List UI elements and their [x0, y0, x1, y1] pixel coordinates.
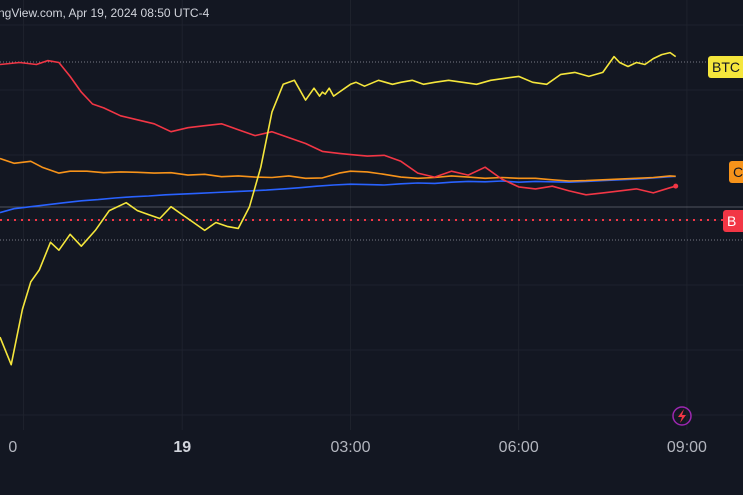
- x-tick-label: 06:00: [499, 439, 539, 456]
- x-tick-label: 09:00: [667, 439, 707, 456]
- tag-label: B: [727, 213, 736, 229]
- series-line-c: [0, 157, 676, 182]
- price-tags: BTC C B: [708, 56, 743, 232]
- x-tick-label: 03:00: [330, 439, 370, 456]
- lightning-icon[interactable]: [672, 406, 692, 426]
- tag-label: BTC: [712, 59, 740, 75]
- series-line-btc: [0, 51, 677, 366]
- series-line-blue: [0, 175, 676, 214]
- price-tag-b[interactable]: B: [723, 210, 743, 232]
- series-line-b: [0, 59, 676, 196]
- price-tag-c[interactable]: C: [729, 161, 743, 183]
- price-tag-btc[interactable]: BTC: [708, 56, 743, 78]
- tag-box: [723, 210, 743, 232]
- chart-watermark: ngView.com, Apr 19, 2024 08:50 UTC-4: [0, 6, 210, 20]
- tag-label: C: [733, 164, 743, 180]
- tag-box: [708, 56, 743, 78]
- red-endpoint-dot: [673, 183, 679, 189]
- x-tick-label: 19: [173, 439, 191, 456]
- reference-lines: [0, 61, 743, 241]
- tag-box: [729, 161, 743, 183]
- series-lines: [0, 51, 679, 366]
- x-tick-label: 0: [8, 439, 17, 456]
- x-axis-ticks: 0 19 03:00 06:00 09:00: [8, 439, 707, 456]
